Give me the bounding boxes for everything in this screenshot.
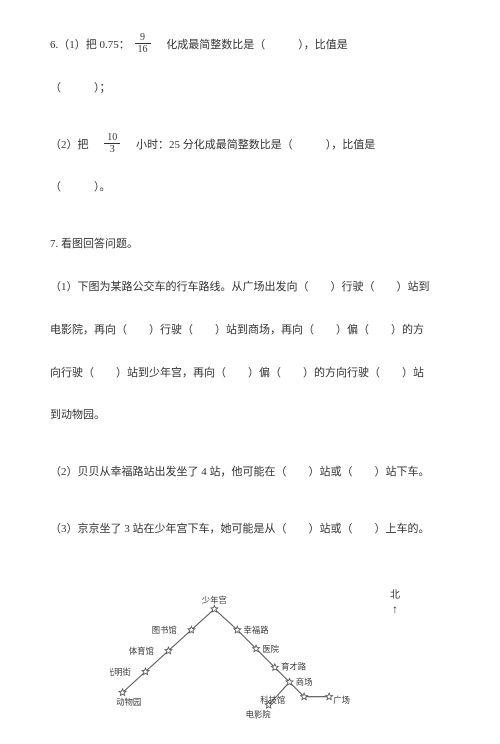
q7-p2: （2）贝贝从幸福路站出发坐了 4 站，他可能在（ ）站或（ ）站下车。 <box>50 457 450 488</box>
q6-part2-line1: （2）把 10 3 小时：25 分化成最简整数比是（ ），比值是 <box>50 130 450 161</box>
route-svg: 少年宫图书馆 幸福路体育馆 医院光明街 育才路商场动物园 科技馆电影院 广场 <box>110 581 350 731</box>
q6-part1-line1: 6.（1）把 0.75： 9 16 化成最简整数比是（ ），比值是 <box>50 30 450 61</box>
q7-p3: （3）京京坐了 3 站在少年宫下车，她可能是从（ ）站或（ ）上车的。 <box>50 514 450 545</box>
q7-p1c: 向行驶（ ）站到少年宫，再向（ ）偏（ ）的方向行驶（ ）站 <box>50 358 450 389</box>
q7-p1a: （1）下图为某路公交车的行车路线。从广场出发向（ ）行驶（ ）站到 <box>50 272 450 303</box>
svg-text:育才路: 育才路 <box>281 661 307 671</box>
svg-text:动物园: 动物园 <box>116 697 141 707</box>
q6-p2-after: 小时：25 分化成最简整数比是（ ），比值是 <box>125 139 375 151</box>
fraction-9-16: 9 16 <box>135 32 151 55</box>
svg-text:幸福路: 幸福路 <box>244 625 270 635</box>
svg-text:科技馆: 科技馆 <box>260 695 285 705</box>
fraction-10-3: 10 3 <box>104 132 120 155</box>
north-indicator: 北 ↑ <box>390 589 400 618</box>
north-label: 北 <box>390 589 400 602</box>
q7-title: 7. 看图回答问题。 <box>50 229 450 260</box>
q7-p1d: 到动物园。 <box>50 400 450 431</box>
svg-text:体育馆: 体育馆 <box>129 646 154 656</box>
svg-text:商场: 商场 <box>296 677 313 687</box>
svg-text:广场: 广场 <box>333 695 350 705</box>
svg-text:电影院: 电影院 <box>246 709 272 719</box>
svg-text:医院: 医院 <box>262 644 279 654</box>
q6-part2-line2: （ ）。 <box>50 172 450 203</box>
q6-p1-after: 化成最简整数比是（ ），比值是 <box>155 39 348 51</box>
north-arrow-icon: ↑ <box>390 602 400 618</box>
q6-p1-prefix: 6.（1）把 0.75： <box>50 39 130 51</box>
route-diagram: 北 ↑ 少年宫图书馆幸福路体育馆医院光明街育才路商场动物园科技馆电影院广场 <box>110 581 390 744</box>
svg-text:图书馆: 图书馆 <box>152 625 177 635</box>
q6-p2-prefix: （2）把 <box>50 139 100 151</box>
svg-text:少年宫: 少年宫 <box>202 595 227 605</box>
q7-p1b: 电影院，再向（ ）行驶（ ）站到商场，再向（ ）偏（ ）的方 <box>50 315 450 346</box>
q6-part1-line2: （ ）； <box>50 73 450 104</box>
svg-text:光明街: 光明街 <box>110 667 131 677</box>
